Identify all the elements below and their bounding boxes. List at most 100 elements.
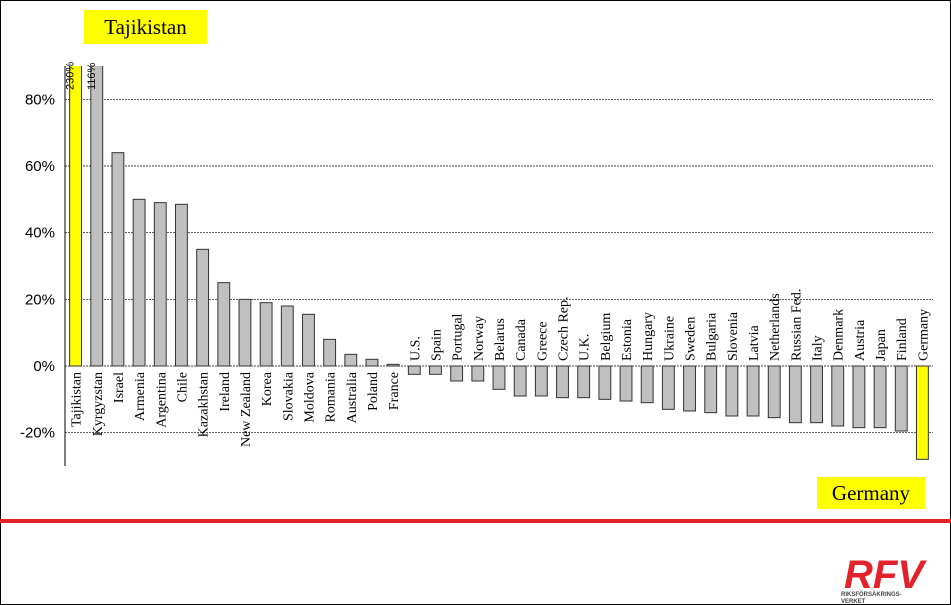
x-tick-label: Belgium [599,313,614,361]
x-tick-label: Norway [472,316,487,361]
x-tick-label: Estonia [620,318,635,361]
bar [492,365,506,390]
x-tick-label: Netherlands [768,293,783,361]
annotation: Tajikistan [104,15,187,39]
bars [69,66,929,460]
bar [429,365,442,375]
bar [323,338,337,367]
x-tick-label: Germany [916,309,931,361]
bar [196,248,210,367]
x-tick-label: Kyrgyzstan [91,372,106,436]
bar [111,152,125,367]
x-tick-label: Russian Fed. [789,289,804,361]
logo-mark: RFV [844,553,927,597]
bar [471,365,485,382]
x-tick-label: New Zealand [239,372,254,447]
x-tick-label: Chile [175,372,190,402]
x-tick-label: Finland [895,318,910,361]
x-tick-label: Italy [811,335,826,361]
x-tick-label: Poland [366,372,381,411]
x-tick-label: Czech Rep. [557,296,572,361]
x-tick-label: Canada [514,318,529,361]
bar [259,302,273,367]
x-tick-label: Ukraine [662,316,677,361]
annotation-box [84,10,207,44]
bar [683,365,696,412]
x-tick-label: Bulgaria [705,312,720,361]
bar [619,365,633,402]
bar [746,365,760,417]
bar [365,358,379,367]
x-tick-label: Hungary [641,312,656,361]
x-tick-label: Greece [535,321,550,361]
bar [788,365,802,424]
x-tick-label: Austria [853,319,868,361]
bar [450,365,464,382]
bar [153,202,167,367]
bar [767,365,781,419]
value-label: 116% [86,62,98,90]
x-tick-label: France [387,372,402,410]
logo-text: RIKSFÖRSÄKRINGS- [841,591,902,598]
x-tick-label: Latvia [747,324,762,361]
bar [90,66,104,367]
bar [873,365,887,429]
y-tick-label: -20% [20,425,55,442]
bar [132,198,146,367]
bar [69,66,83,367]
bar [175,203,188,367]
x-tick-label: Ireland [218,372,233,412]
y-tick-label: 0% [33,358,55,375]
bar [556,365,569,399]
annotation: Germany [832,481,911,505]
bar [661,365,675,410]
y-tick-label: 80% [25,91,55,108]
x-tick-label: Japan [874,329,889,361]
x-tick-label: Moldova [302,371,317,422]
x-tick-label: Belarus [493,318,508,361]
bar [280,305,294,367]
bar [344,353,358,367]
bar [831,365,845,427]
x-tick-label: Armenia [133,371,148,421]
logo: RFV RIKSFÖRSÄKRINGS- VERKET [841,553,927,605]
x-tick-label: Israel [112,372,127,403]
x-tick-label: Korea [260,371,275,406]
bar [704,365,718,414]
value-label: 230% [65,62,77,90]
bar [852,365,866,429]
y-tick-label: 60% [25,158,55,175]
annotation-box [817,477,925,509]
bar [810,365,823,424]
x-tick-label: Denmark [832,309,847,361]
bar [217,282,231,367]
x-tick-label: Argentina [154,371,169,428]
bar [725,365,739,417]
bar [513,365,527,397]
x-tick-label: Sweden [684,317,699,361]
x-tick-label: U.S. [408,336,423,361]
logo-text: VERKET [841,599,866,605]
x-tick-label: Tajikistan [70,372,85,427]
bar [640,365,654,404]
x-tick-label: Spain [429,329,444,361]
x-tick-label: Kazakhstan [197,372,212,437]
bar [238,298,252,367]
bar [407,365,421,375]
x-tick-label: Romania [324,371,339,422]
bar [386,363,400,367]
x-tick-label: U.K. [578,334,593,361]
y-tick-label: 40% [25,225,55,242]
x-tick-label: Australia [345,371,360,423]
bar [534,365,548,397]
x-tick-label: Portugal [451,313,466,361]
x-tick-label: Slovenia [726,311,741,361]
bar [598,365,612,400]
bar [577,365,591,399]
red-rule [0,519,951,523]
x-tick-label: Slovakia [281,371,296,421]
bar [894,365,908,432]
y-tick-label: 20% [25,291,55,308]
